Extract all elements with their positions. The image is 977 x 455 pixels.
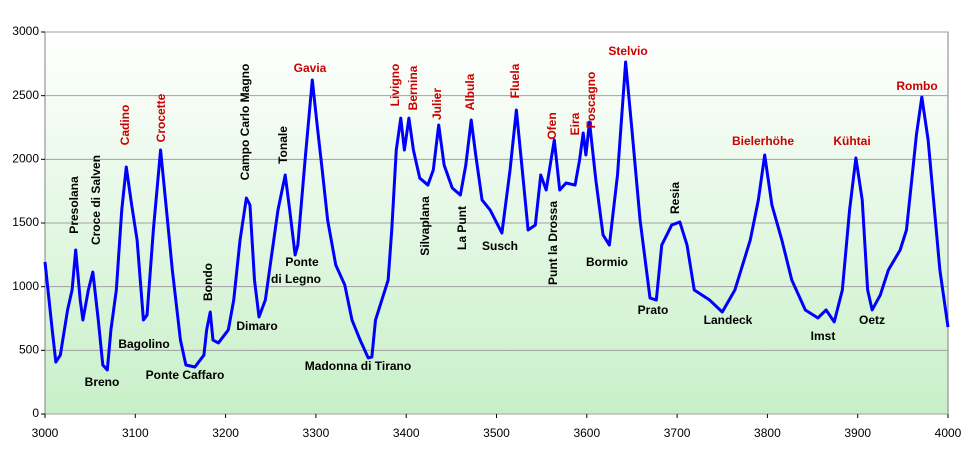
x-tick-label: 3100	[122, 426, 149, 440]
annotation: Croce di Salven	[89, 155, 103, 245]
x-tick-label: 4000	[935, 426, 962, 440]
x-tick-label: 3800	[754, 426, 781, 440]
annotation: Oetz	[859, 313, 885, 327]
annotation: Bernina	[406, 65, 420, 110]
annotation: Ponte	[285, 255, 319, 269]
annotation: Breno	[85, 375, 120, 389]
annotation: Livigno	[388, 64, 402, 107]
y-tick-label: 0	[32, 406, 39, 420]
annotation: Albula	[463, 73, 477, 110]
x-tick-label: 3600	[573, 426, 600, 440]
annotation: Ponte Caffaro	[146, 368, 225, 382]
y-tick-label: 2500	[12, 88, 39, 102]
annotation: Imst	[811, 329, 836, 343]
y-tick-label: 2000	[12, 152, 39, 166]
annotation: Rombo	[896, 79, 937, 93]
annotation: Ofen	[545, 112, 559, 139]
x-tick-label: 3300	[303, 426, 330, 440]
x-tick-label: 3000	[32, 426, 59, 440]
annotation: Fluela	[508, 63, 522, 98]
y-tick-label: 1000	[12, 279, 39, 293]
x-tick-label: 3700	[664, 426, 691, 440]
annotation: di Legno	[271, 272, 321, 286]
y-tick-label: 1500	[12, 215, 39, 229]
x-tick-label: 3200	[212, 426, 239, 440]
x-tick-label: 3400	[393, 426, 420, 440]
annotation: Stelvio	[608, 44, 647, 58]
elevation-line	[43, 60, 950, 372]
annotation: Gavia	[294, 61, 327, 75]
annotation: Punt la Drossa	[546, 201, 560, 285]
annotation: Landeck	[704, 313, 753, 327]
annotation: Bagolino	[118, 337, 169, 351]
annotation: Resia	[668, 182, 682, 214]
annotation: Susch	[482, 239, 518, 253]
annotation: Silvaplana	[418, 196, 432, 256]
y-tick-label: 500	[19, 343, 39, 357]
y-tick-label: 3000	[12, 24, 39, 38]
annotation: Dimaro	[236, 319, 277, 333]
annotation: Campo Carlo Magno	[238, 64, 252, 181]
annotation: Presolana	[67, 176, 81, 234]
annotation: Eira	[568, 112, 582, 135]
annotation: Crocette	[154, 93, 168, 142]
annotation: Bielerhöhe	[732, 134, 794, 148]
annotation: Kühtai	[833, 134, 870, 148]
x-tick-label: 3500	[483, 426, 510, 440]
annotation: Julier	[430, 88, 444, 120]
annotation: Foscagno	[584, 72, 598, 129]
annotation: Bormio	[586, 255, 628, 269]
annotation: Madonna di Tirano	[305, 359, 411, 373]
annotation: Cadino	[118, 105, 132, 146]
annotation: Prato	[638, 303, 669, 317]
x-tick-label: 3900	[844, 426, 871, 440]
annotation: Bondo	[201, 263, 215, 301]
annotation: Tonale	[276, 126, 290, 164]
annotation: La Punt	[455, 206, 469, 250]
